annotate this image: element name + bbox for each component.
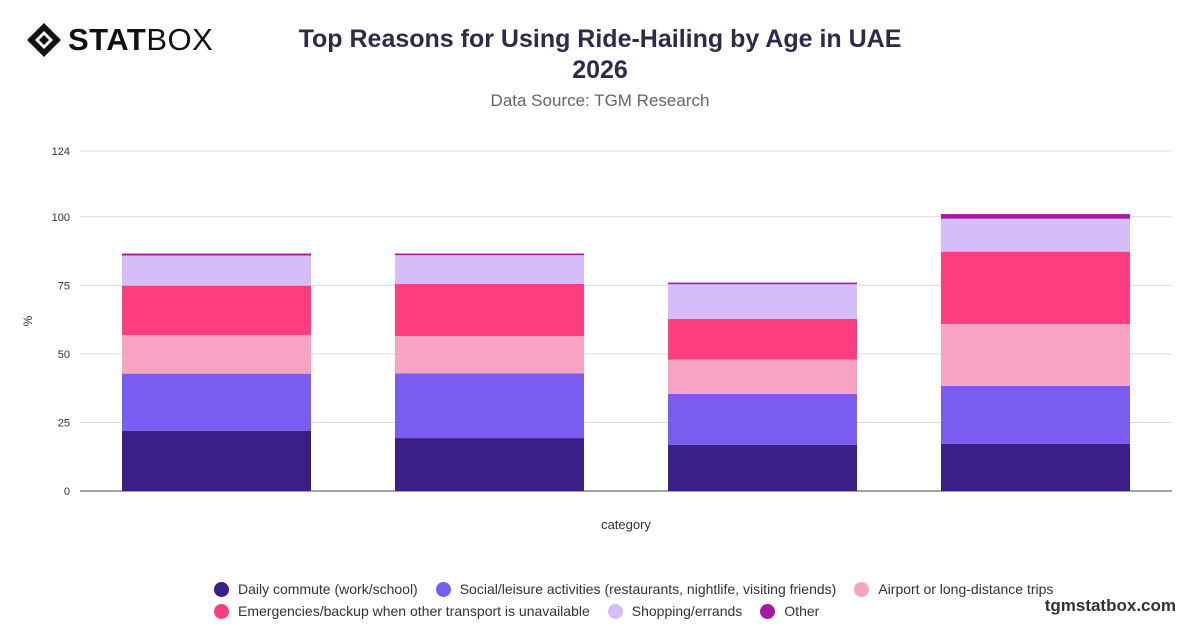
- y-axis-label: %: [21, 315, 35, 326]
- legend-label: Other: [784, 603, 820, 619]
- bar-segment: [395, 253, 584, 256]
- legend-item: Shopping/errands: [607, 603, 743, 619]
- legend-swatch: [607, 603, 623, 619]
- chart-subtitle: Data Source: TGM Research: [490, 91, 710, 110]
- bar-segment: [122, 255, 311, 286]
- legend-swatch: [760, 603, 776, 619]
- legend-swatch: [435, 581, 451, 597]
- legend-label: Emergencies/backup when other transport …: [238, 603, 590, 619]
- legend-label: Airport or long-distance trips: [878, 581, 1054, 597]
- legend-item: Social/leisure activities (restaurants, …: [435, 581, 837, 597]
- bar-segment: [122, 334, 311, 374]
- chart-title: Top Reasons for Using Ride-Hailing by Ag…: [298, 25, 902, 84]
- y-tick-label: 100: [52, 212, 70, 224]
- legend-item: Daily commute (work/school): [214, 581, 418, 597]
- logo-text: STATBOX: [68, 22, 213, 58]
- bar-segment: [395, 255, 584, 284]
- y-tick-label: 124: [52, 146, 70, 158]
- bar-segment: [395, 438, 584, 491]
- bar-segment: [122, 285, 311, 335]
- bar-segment: [668, 318, 857, 360]
- legend-label: Daily commute (work/school): [238, 581, 418, 597]
- diamond-logo-icon: [27, 23, 61, 57]
- bar-segment: [668, 444, 857, 491]
- logo-text-bold: STAT: [68, 22, 147, 57]
- bar-segment: [395, 283, 584, 337]
- legend-label: Social/leisure activities (restaurants, …: [459, 581, 837, 597]
- bar-segment: [668, 359, 857, 394]
- chart-legend: Daily commute (work/school) Social/leisur…: [214, 578, 1053, 622]
- bar-segment: [941, 214, 1130, 219]
- legend-item: Other: [760, 603, 819, 619]
- bar-segment: [668, 393, 857, 445]
- y-tick-label: 25: [58, 417, 70, 429]
- x-axis-label: category: [601, 517, 651, 532]
- bar-segment: [941, 251, 1130, 325]
- y-tick-label: 50: [58, 349, 70, 361]
- bar-segment: [941, 218, 1130, 252]
- bar-segment: [395, 336, 584, 374]
- bar-segment: [668, 284, 857, 319]
- y-tick-label: 0: [64, 486, 70, 498]
- bar-segment: [668, 282, 857, 285]
- bar-segment: [941, 385, 1130, 444]
- legend-item: Emergencies/backup when other transport …: [214, 603, 590, 619]
- legend-row: Daily commute (work/school) Social/leisur…: [214, 578, 1053, 600]
- legend-swatch: [214, 581, 229, 597]
- stacked-bar-chart: 0 25 50 75 100 124% category: [21, 146, 1172, 532]
- legend-swatch: [214, 603, 229, 619]
- legend-row: Emergencies/backup when other transport …: [214, 600, 1014, 622]
- legend-item: Airport or long-distance trips: [854, 581, 1053, 597]
- legend-label: Shopping/errands: [631, 603, 743, 619]
- bar-segment: [941, 324, 1130, 386]
- statbox-logo: STATBOX: [26, 22, 213, 58]
- bar-segment: [122, 373, 311, 431]
- bar-segment: [395, 373, 584, 439]
- legend-swatch: [854, 581, 870, 597]
- bar-segment: [122, 253, 311, 256]
- y-tick-label: 75: [58, 280, 70, 292]
- bar-segment: [122, 430, 311, 491]
- bar-segment: [941, 443, 1130, 491]
- footer-site: tgmstatbox.com: [1044, 596, 1176, 615]
- logo-text-light: BOX: [146, 22, 214, 57]
